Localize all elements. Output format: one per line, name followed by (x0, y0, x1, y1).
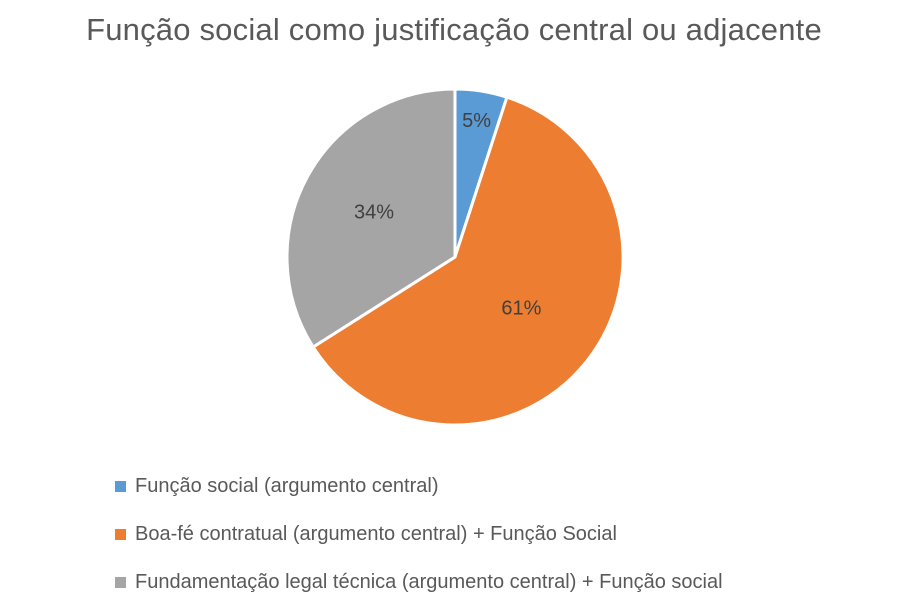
legend-item-funcao-social: Função social (argumento central) (115, 462, 723, 510)
chart-title: Função social como justificação central … (86, 12, 822, 47)
slice-boa-fe (311, 95, 625, 427)
legend-swatch (115, 528, 126, 540)
slice-fundamentacao-legal (285, 87, 457, 349)
legend-label: Fundamentação legal técnica (argumento c… (135, 570, 723, 593)
legend-swatch (115, 576, 126, 588)
legend-swatch (115, 480, 126, 492)
label-fundamentacao-legal: 34% (354, 201, 394, 223)
legend-label: Função social (argumento central) (135, 474, 439, 497)
pie-data-labels: 5% 61% 34% (354, 110, 542, 320)
label-boa-fe: 61% (501, 297, 541, 319)
legend-item-boa-fe: Boa-fé contratual (argumento central) + … (115, 510, 723, 558)
label-funcao-social: 5% (462, 110, 491, 132)
legend-label: Boa-fé contratual (argumento central) + … (135, 522, 617, 545)
pie-slices (285, 87, 625, 427)
legend: Função social (argumento central) Boa-fé… (115, 462, 723, 606)
legend-item-fundamentacao-legal: Fundamentação legal técnica (argumento c… (115, 558, 723, 606)
